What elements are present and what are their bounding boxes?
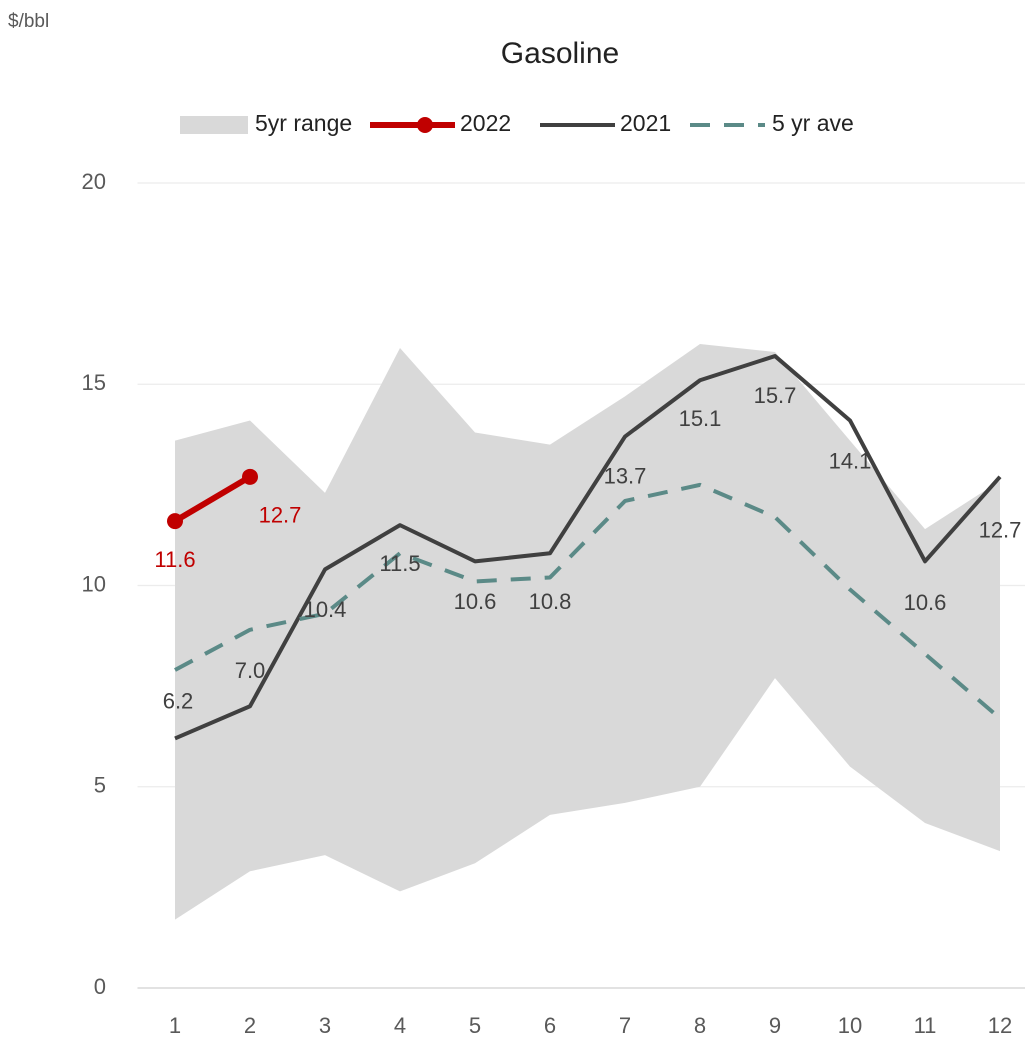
data-label: 14.1: [829, 448, 872, 473]
legend-swatch: [180, 116, 248, 134]
series-line: [173, 474, 252, 524]
data-label: 10.6: [904, 590, 947, 615]
legend-label: 2022: [460, 110, 511, 136]
series-line: [174, 354, 1002, 741]
series-line: [174, 482, 1002, 720]
x-tick-label: 6: [544, 1013, 556, 1038]
legend-label: 5yr range: [255, 110, 352, 136]
point-marker: [167, 513, 183, 530]
x-tick-label: 9: [769, 1013, 781, 1038]
y-tick-label: 0: [94, 974, 106, 999]
legend-label: 5 yr ave: [772, 110, 854, 136]
data-label: 11.5: [379, 551, 420, 576]
legend-label: 2021: [620, 110, 671, 136]
x-tick-label: 5: [469, 1013, 481, 1038]
data-label: 12.7: [979, 518, 1022, 543]
y-tick-label: 5: [94, 773, 106, 798]
data-label: 6.2: [163, 688, 194, 713]
x-tick-label: 2: [244, 1013, 256, 1038]
data-label: 15.7: [754, 383, 797, 408]
chart-title: Gasoline: [501, 37, 619, 70]
data-label: 13.7: [604, 463, 647, 488]
x-tick-label: 12: [988, 1013, 1012, 1038]
range-area: [175, 344, 1000, 920]
data-label: 12.7: [259, 503, 302, 528]
data-label: 11.6: [154, 547, 195, 572]
y-tick-label: 10: [82, 571, 106, 596]
y-tick-label: 20: [82, 169, 106, 194]
x-tick-label: 3: [319, 1013, 331, 1038]
y-axis-label: $/bbl: [8, 11, 49, 32]
x-tick-label: 4: [394, 1013, 406, 1038]
x-tick-label: 7: [619, 1013, 631, 1038]
legend-marker: [417, 117, 433, 133]
x-tick-label: 11: [914, 1013, 937, 1038]
x-tick-label: 10: [838, 1013, 862, 1038]
data-label: 10.8: [529, 589, 572, 614]
data-label: 7.0: [235, 658, 266, 683]
x-tick-label: 1: [169, 1013, 181, 1038]
point-marker: [242, 468, 258, 485]
y-tick-label: 15: [82, 370, 106, 395]
x-tick-label: 8: [694, 1013, 706, 1038]
data-label: 10.4: [304, 597, 347, 622]
data-label: 15.1: [679, 406, 722, 431]
data-label: 10.6: [454, 589, 497, 614]
